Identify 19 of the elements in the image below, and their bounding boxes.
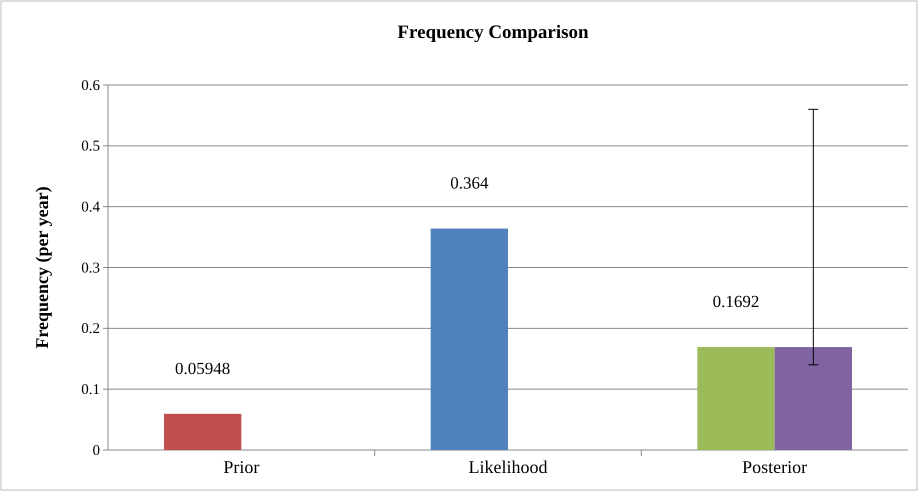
y-tick-label: 0.5 bbox=[81, 138, 100, 155]
y-axis-title: Frequency (per year) bbox=[32, 186, 52, 349]
data-label: 0.05948 bbox=[175, 358, 230, 378]
y-tick-label: 0.2 bbox=[81, 321, 100, 338]
x-tick-label: Likelihood bbox=[468, 456, 548, 477]
bar bbox=[774, 347, 852, 450]
y-tick-label: 0.6 bbox=[81, 78, 100, 94]
chart-title: Frequency Comparison bbox=[397, 22, 590, 43]
y-tick-label: 0 bbox=[92, 442, 100, 459]
y-tick-label: 0.3 bbox=[81, 260, 100, 276]
y-tick-label: 0.1 bbox=[81, 382, 100, 398]
x-tick-label: Prior bbox=[223, 456, 260, 477]
bar bbox=[697, 347, 775, 450]
x-tick-label: Posterior bbox=[742, 456, 808, 477]
data-label: 0.1692 bbox=[712, 292, 760, 312]
data-label: 0.364 bbox=[450, 174, 489, 193]
bar bbox=[430, 228, 508, 450]
y-tick-label: 0.4 bbox=[81, 199, 100, 216]
bar bbox=[164, 414, 242, 450]
